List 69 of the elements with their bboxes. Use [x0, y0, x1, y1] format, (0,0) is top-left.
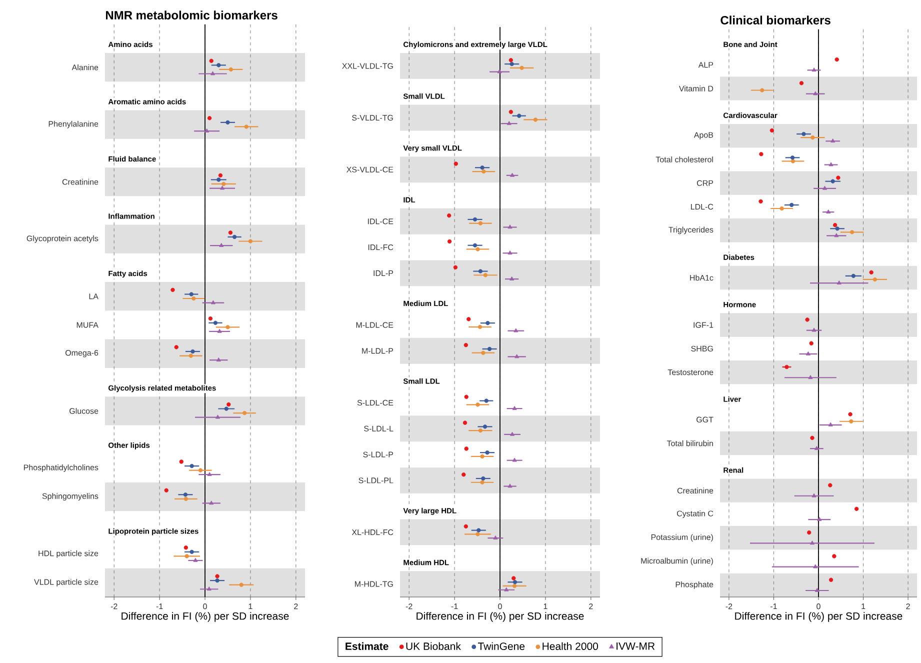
y-tick-label: VLDL particle size	[34, 578, 98, 586]
y-tick-label: M-HDL-TG	[355, 581, 393, 587]
y-tick-label: Microalbumin (urine)	[641, 558, 713, 566]
legend-label: IVW-MR	[616, 642, 655, 650]
y-tick-label: HDL particle size	[38, 550, 98, 558]
x-tick-label: -1	[770, 604, 777, 610]
legend-label: UK Biobank	[406, 642, 461, 650]
y-tick-label: LDL-C	[691, 204, 714, 210]
x-tick-label: 0	[203, 604, 207, 610]
x-tick-label: 0	[816, 604, 820, 610]
y-tick-label: Phenylalanine	[48, 120, 98, 128]
y-tick-label: Phosphate	[676, 581, 714, 589]
y-tick-label: IGF-1	[694, 322, 714, 328]
y-tick-label: S-LDL-L	[364, 426, 394, 432]
y-tick-label: Glucose	[70, 408, 98, 414]
y-tick-label: XXL-VLDL-TG	[342, 63, 393, 69]
y-tick-label: Creatinine	[677, 488, 714, 494]
y-tick-label: IDL-P	[374, 270, 394, 276]
x-tick-label: 1	[862, 604, 866, 610]
legend-title: Estimate	[346, 642, 388, 650]
y-tick-label: Triglycerides	[668, 226, 714, 234]
y-tick-label: S-VLDL-TG	[352, 114, 393, 121]
x-axis-title: Difference in FI (%) per SD increase	[735, 612, 902, 622]
x-tick-label: 1	[248, 604, 252, 610]
y-tick-label: XL-HDL-FC	[352, 529, 394, 536]
y-tick-label: S-LDL-PL	[358, 478, 394, 484]
x-axis-title: Difference in FI (%) per SD increase	[122, 612, 289, 622]
y-tick-label: S-LDL-CE	[357, 400, 394, 406]
y-tick-label: Cystatin C	[676, 510, 714, 518]
y-tick-label: Total cholesterol	[656, 156, 713, 162]
chart-title: Clinical biomarkers	[720, 16, 830, 24]
y-tick-label: Phosphatidylcholines	[24, 464, 98, 472]
y-tick-label: SHBG	[691, 346, 713, 352]
y-tick-label: Vitamin D	[678, 86, 714, 92]
x-tick-label: 0	[498, 604, 502, 610]
x-tick-label: 1	[544, 604, 548, 610]
y-tick-label: IDL-CE	[368, 218, 394, 224]
y-tick-label: Alanine	[72, 64, 98, 70]
legend-label: Health 2000	[542, 642, 598, 650]
y-tick-label: IDL-FC	[368, 244, 394, 250]
y-tick-label: S-LDL-P	[363, 452, 394, 458]
x-tick-label: -2	[110, 604, 118, 610]
y-tick-label: Potassium (urine)	[651, 534, 713, 542]
y-tick-label: XS-VLDL-CE	[346, 166, 394, 172]
y-tick-label: MUFA	[76, 322, 98, 328]
y-tick-label: Testosterone	[668, 370, 714, 376]
chart-title: NMR metabolomic biomarkers	[106, 10, 278, 20]
y-tick-label: CRP	[696, 180, 714, 186]
legend-label: TwinGene	[478, 642, 525, 650]
x-tick-label: 2	[906, 604, 910, 610]
y-tick-label: M-LDL-P	[362, 348, 394, 354]
y-tick-label: Omega-6	[66, 350, 98, 358]
x-tick-label: 2	[589, 604, 593, 610]
y-tick-label: M-LDL-CE	[356, 322, 394, 328]
y-tick-label: Creatinine	[62, 178, 98, 185]
y-tick-label: ApoB	[694, 132, 714, 140]
x-tick-label: 2	[294, 604, 298, 610]
y-tick-label: GGT	[696, 416, 714, 422]
x-tick-label: -1	[156, 604, 163, 610]
y-tick-label: Total bilirubin	[666, 440, 713, 446]
x-tick-label: -1	[451, 604, 458, 610]
y-tick-label: ALP	[698, 62, 714, 68]
y-tick-label: LA	[89, 294, 98, 300]
x-tick-label: -2	[726, 604, 732, 610]
y-tick-label: Glycoprotein acetyls	[26, 235, 98, 243]
y-tick-label: HbA1c	[690, 274, 714, 281]
x-tick-label: -2	[406, 604, 412, 610]
x-axis-title: Difference in FI (%) per SD increase	[416, 612, 584, 622]
y-tick-label: Sphingomyelins	[42, 493, 98, 501]
